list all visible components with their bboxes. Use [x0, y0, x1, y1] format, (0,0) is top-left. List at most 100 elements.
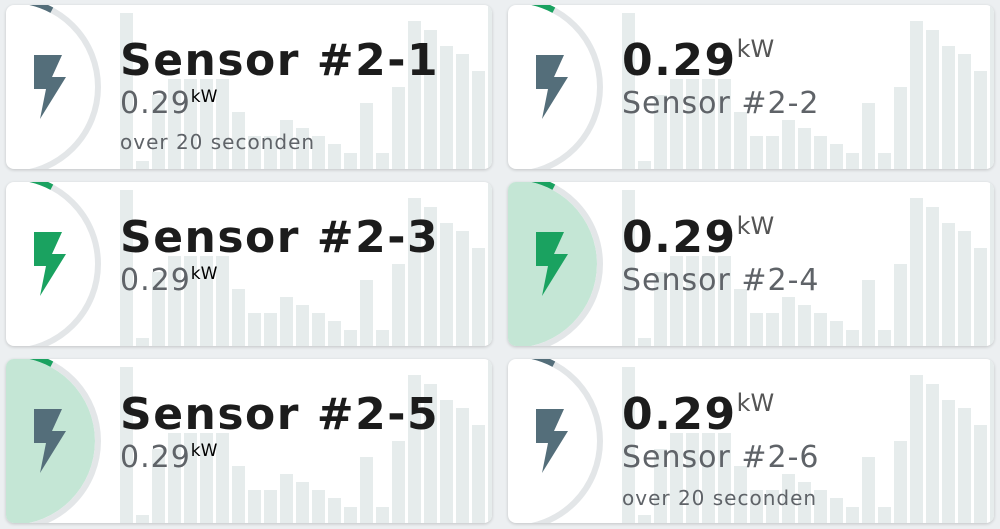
history-bar — [200, 79, 213, 169]
history-chart — [622, 359, 994, 523]
history-bar — [670, 256, 683, 346]
history-bar — [168, 256, 181, 346]
sensor-card-2[interactable]: 0.29kW Sensor #2-2 — [508, 5, 994, 169]
history-bar — [718, 79, 731, 169]
history-bar — [200, 433, 213, 523]
history-bar — [862, 103, 875, 169]
history-bar — [702, 256, 715, 346]
sensor-card-3[interactable]: Sensor #2-3 0.29kW — [6, 182, 492, 346]
history-bar — [814, 136, 827, 169]
history-bar — [280, 120, 293, 169]
history-bar — [638, 515, 651, 523]
history-bar — [766, 490, 779, 523]
history-bar — [670, 433, 683, 523]
sensor-unit: kW — [736, 35, 775, 63]
flash-icon — [34, 409, 66, 473]
history-bar — [926, 384, 939, 523]
history-bar — [424, 384, 437, 523]
history-chart — [622, 182, 994, 346]
history-chart — [120, 359, 492, 523]
history-bar — [910, 375, 923, 523]
history-bar — [184, 79, 197, 169]
history-bar — [408, 21, 421, 169]
sensor-value: 0.29 — [622, 212, 737, 263]
history-bar — [782, 297, 795, 346]
gauge-arc — [28, 5, 54, 13]
history-bar — [718, 256, 731, 346]
history-bar — [328, 321, 341, 346]
gauge-track — [29, 5, 101, 169]
history-bar — [910, 21, 923, 169]
history-bar — [622, 13, 635, 169]
history-bar — [942, 46, 955, 169]
history-bar — [718, 433, 731, 523]
history-bar — [894, 87, 907, 169]
sensor-card-4[interactable]: 0.29kW Sensor #2-4 — [508, 182, 994, 346]
history-bar — [686, 79, 699, 169]
sensor-card-5[interactable]: Sensor #2-5 0.29kW — [6, 359, 492, 523]
history-bar — [456, 408, 469, 523]
sensor-name: Sensor #2-5 — [120, 389, 440, 440]
gauge-ring — [530, 359, 603, 523]
history-bar — [360, 103, 373, 169]
history-bar — [456, 54, 469, 169]
history-bar — [184, 256, 197, 346]
history-bar — [974, 425, 987, 523]
history-bar — [990, 359, 994, 523]
history-bar — [200, 256, 213, 346]
history-bar — [312, 490, 325, 523]
sensor-value: 0.29 — [120, 263, 191, 298]
history-bar — [926, 207, 939, 346]
sensor-card-6[interactable]: 0.29kW Sensor #2-6 over 20 seconden — [508, 359, 994, 523]
history-bar — [376, 330, 389, 346]
gauge-ring — [28, 182, 101, 346]
history-bar — [120, 367, 133, 523]
history-bar — [472, 425, 485, 523]
history-bar — [878, 507, 891, 523]
history-bar — [312, 136, 325, 169]
history-bar — [670, 79, 683, 169]
history-bar — [734, 112, 747, 169]
sensor-name: Sensor #2-1 — [120, 35, 440, 86]
history-bar — [344, 507, 357, 523]
history-bar — [798, 128, 811, 169]
gauge-track — [531, 359, 603, 523]
sensor-card-1[interactable]: Sensor #2-1 0.29kW over 20 seconden — [6, 5, 492, 169]
history-bar — [750, 313, 763, 346]
history-bar — [798, 482, 811, 523]
history-bar — [702, 433, 715, 523]
sensor-value: 0.29 — [622, 35, 737, 86]
history-bar — [280, 297, 293, 346]
history-bar — [488, 182, 492, 346]
history-bar — [152, 272, 165, 346]
history-bar — [894, 441, 907, 523]
history-bar — [488, 359, 492, 523]
history-bar — [232, 466, 245, 523]
history-bar — [974, 71, 987, 169]
history-bar — [312, 313, 325, 346]
sensor-unit: kW — [736, 212, 775, 240]
history-bar — [830, 498, 843, 523]
history-bar — [120, 13, 133, 169]
history-bar — [990, 5, 994, 169]
history-bar — [958, 231, 971, 346]
gauge-track — [29, 359, 101, 523]
history-bar — [280, 474, 293, 523]
history-bar — [942, 400, 955, 523]
history-bar — [862, 280, 875, 346]
history-bar — [862, 457, 875, 523]
history-bar — [472, 248, 485, 346]
gauge-ring — [28, 5, 101, 169]
history-bar — [296, 128, 309, 169]
history-bar — [488, 5, 492, 169]
history-bar — [782, 120, 795, 169]
history-bar — [798, 305, 811, 346]
history-bar — [248, 313, 261, 346]
history-bar — [232, 112, 245, 169]
history-bar — [328, 144, 341, 169]
history-bar — [622, 367, 635, 523]
history-bar — [734, 289, 747, 346]
sensor-unit: kW — [736, 389, 775, 417]
history-bar — [296, 305, 309, 346]
history-bar — [814, 490, 827, 523]
